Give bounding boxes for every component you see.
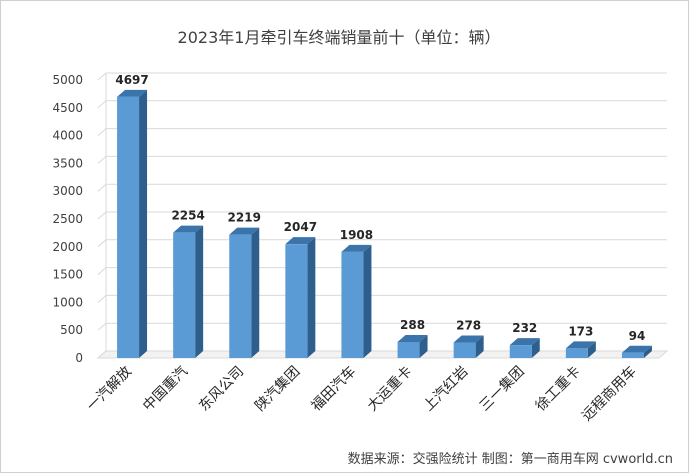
bar-front <box>565 348 588 358</box>
bar-top <box>565 341 596 349</box>
bar-side <box>531 338 540 358</box>
bar-side <box>139 89 148 358</box>
y-tick-label: 1500 <box>52 268 83 282</box>
y-tick-label: 2500 <box>52 212 83 226</box>
bar <box>509 338 540 358</box>
gridline-depth <box>97 100 107 109</box>
source-note: 数据来源：交强险统计 制图：第一商用车网 cvworld.cn <box>348 451 673 467</box>
bar <box>173 225 204 358</box>
gridline-depth <box>97 128 107 136</box>
gridline-depth <box>97 239 107 248</box>
bar <box>621 345 652 358</box>
y-axis-ticks: 0 500 1000 1500 2000 2500 3000 3500 4000 4500 5000 <box>52 73 83 365</box>
gridline-depth <box>97 156 107 164</box>
y-tick-label: 4500 <box>52 101 83 115</box>
bar-top <box>341 244 372 252</box>
x-tick-label: 徐工重卡 <box>533 364 584 415</box>
data-label: 4697 <box>115 73 148 87</box>
bar-front <box>453 342 476 358</box>
bar <box>285 237 316 358</box>
x-tick-label: 一汽解放 <box>84 364 135 415</box>
bar <box>397 334 428 358</box>
gridlines <box>97 72 667 359</box>
data-labels: 4697 2254 2219 2047 1908 288 278 232 173 94 <box>115 73 645 343</box>
x-tick-label: 大运重卡 <box>364 364 415 415</box>
x-axis-ticks: 一汽解放 中国重汽 东风公司 陕汽集团 福田汽车 大运重卡 上汽红岩 三一集团 徐工重卡远程商用… <box>84 363 640 425</box>
chart-title: 2023年1月牵引车终端销量前十（单位：辆） <box>178 28 501 47</box>
gridline-depth <box>97 322 107 331</box>
x-tick-label: 中国重汽 <box>140 364 191 415</box>
bar <box>117 89 148 358</box>
y-tick-label: 1000 <box>52 295 83 309</box>
gridline-depth <box>97 350 107 359</box>
data-label: 232 <box>512 321 537 335</box>
bar-top <box>173 225 204 233</box>
data-label: 173 <box>568 324 593 338</box>
bar-front <box>117 96 140 358</box>
x-tick-label: 东风公司 <box>196 364 247 415</box>
data-label: 2254 <box>171 209 204 223</box>
bars <box>117 89 652 358</box>
gridline-depth <box>97 211 107 220</box>
bar-side <box>587 341 596 358</box>
gridline-depth <box>97 72 107 81</box>
bar-front <box>341 251 364 358</box>
y-tick-label: 3500 <box>52 156 83 170</box>
bar-top <box>453 335 484 343</box>
bar-side <box>475 335 484 358</box>
y-tick-label: 4000 <box>52 129 83 143</box>
y-tick-label: 3000 <box>52 184 83 198</box>
gridline-depth <box>97 295 107 303</box>
bar-top <box>285 237 316 245</box>
bar <box>565 341 596 358</box>
x-tick-label: 福田汽车 <box>308 363 360 415</box>
bar-top <box>397 334 428 342</box>
bar-side <box>307 237 316 358</box>
data-label: 94 <box>629 329 646 343</box>
bar <box>229 227 260 358</box>
bar-front <box>285 244 308 358</box>
x-tick-label: 远程商用车 <box>578 363 640 425</box>
y-tick-label: 5000 <box>52 73 83 87</box>
bar-top <box>621 345 652 353</box>
x-tick-label: 上汽红岩 <box>421 364 472 415</box>
bar-side <box>251 227 260 358</box>
bar-side <box>419 334 428 358</box>
data-label: 2219 <box>228 211 261 225</box>
bar-side <box>363 244 372 358</box>
data-label: 278 <box>456 319 481 333</box>
bar-top <box>229 227 260 235</box>
bar-top <box>509 338 540 346</box>
gridline-depth <box>97 267 107 275</box>
bar-side <box>643 345 652 358</box>
bar <box>453 335 484 358</box>
bar-front <box>397 341 420 358</box>
y-tick-label: 0 <box>75 351 83 365</box>
x-tick-label: 陕汽集团 <box>252 363 304 415</box>
bar-front <box>173 232 196 358</box>
bar-front <box>229 234 252 358</box>
bar-front <box>621 352 644 358</box>
data-label: 288 <box>400 318 425 332</box>
bar <box>341 244 372 358</box>
x-tick-label: 三一集团 <box>476 363 528 415</box>
y-tick-label: 500 <box>60 323 83 337</box>
gridline-depth <box>97 183 107 192</box>
data-label: 2047 <box>284 220 317 234</box>
bar-top <box>117 89 148 97</box>
bar-front <box>509 345 532 358</box>
bar-side <box>195 225 204 358</box>
y-tick-label: 2000 <box>52 240 83 254</box>
data-label: 1908 <box>340 228 373 242</box>
